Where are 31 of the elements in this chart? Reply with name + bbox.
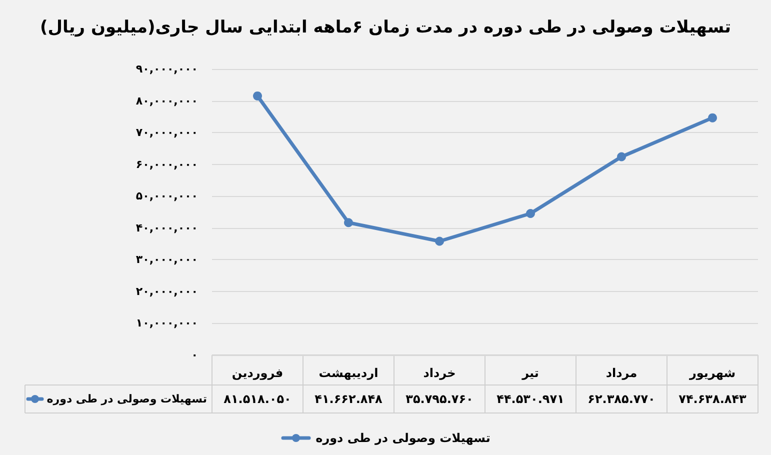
y-tick-label: ۴۰,۰۰۰,۰۰۰ [136,221,198,234]
y-tick-label: ۸۰,۰۰۰,۰۰۰ [136,94,198,108]
point [253,91,262,100]
data-label: ۷۴.۶۳۸.۸۴۳ [678,392,748,406]
point [708,113,717,122]
y-tick-label: ۲۰,۰۰۰,۰۰۰ [136,284,198,298]
point [435,236,444,246]
x-tick-label: مرداد [606,366,638,380]
legend-label: تسهیلات وصولی در طی دوره [46,392,207,406]
x-tick-label: اردیبهشت [318,366,378,380]
chart-title: تسهیلات وصولی در طی دوره در مدت زمان ۶ماهه ابتدایی سال جاری(میلیون ریال) [40,18,732,38]
x-tick-label: خرداد [423,366,456,380]
x-tick-label: فروردین [232,366,284,380]
point [344,218,353,228]
x-tick-label: شهریور [688,366,736,380]
data-label: ۳۵.۷۹۵.۷۶۰ [406,392,474,406]
data-label: ۴۴.۵۳۰.۹۷۱ [496,392,564,406]
x-tick-label: تیر [521,366,539,380]
y-tick-label: ۱۰,۰۰۰,۰۰۰ [136,316,198,330]
y-tick-label: ۰ [191,348,198,362]
data-label: ۶۲.۳۸۵.۷۷۰ [588,392,656,406]
y-tick-label: ۵۰,۰۰۰,۰۰۰ [136,190,198,203]
y-tick-label: ۳۰,۰۰۰,۰۰۰ [136,253,198,266]
y-tick-label: ۶۰,۰۰۰,۰۰۰ [136,158,198,171]
y-tick-label: ۹۰,۰۰۰,۰۰۰ [136,62,198,76]
text: تسهیلات وصولی در طی دوره [316,431,490,445]
y-tick-label: ۷۰,۰۰۰,۰۰۰ [136,126,198,140]
point [617,152,626,162]
data-label: ۸۱.۵۱۸.۰۵۰ [224,392,292,406]
point [526,208,535,218]
data-label: ۴۱.۶۶۲.۸۴۸ [314,392,384,406]
